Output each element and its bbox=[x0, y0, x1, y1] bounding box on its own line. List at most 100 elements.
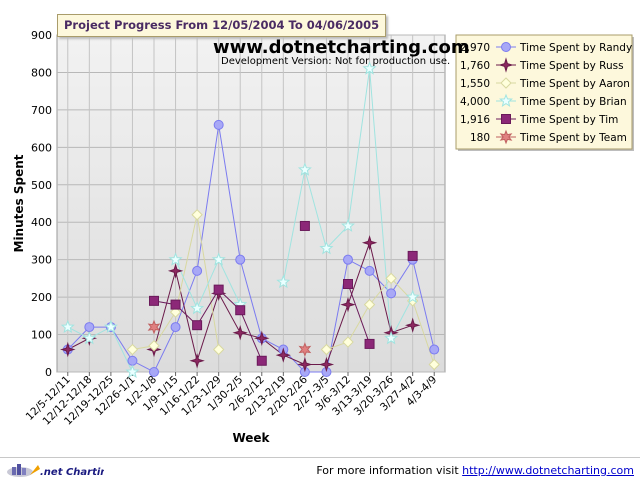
legend-label: Time Spent by Team bbox=[519, 132, 627, 144]
legend-marker bbox=[499, 93, 513, 108]
legend-label: Time Spent by Russ bbox=[519, 60, 624, 72]
data-point bbox=[189, 353, 205, 369]
data-point bbox=[192, 320, 203, 331]
data-point bbox=[343, 279, 353, 290]
data-point bbox=[385, 272, 397, 285]
data-point bbox=[235, 254, 246, 265]
data-point bbox=[213, 284, 224, 295]
legend-total: 180 bbox=[470, 132, 490, 144]
legend-label: Time Spent by Tim bbox=[519, 114, 618, 126]
footer-logo: .net Charting bbox=[4, 461, 104, 479]
legend-label: Time Spent by Aaron bbox=[519, 78, 630, 90]
y-tick-label: 500 bbox=[31, 179, 52, 192]
data-point bbox=[191, 209, 203, 221]
data-point bbox=[60, 341, 76, 358]
y-tick-label: 0 bbox=[45, 366, 52, 379]
data-point bbox=[320, 343, 333, 356]
series-group bbox=[60, 61, 440, 379]
data-point bbox=[147, 319, 161, 335]
data-point bbox=[254, 330, 270, 347]
y-tick-label: 300 bbox=[31, 254, 52, 267]
legend-marker bbox=[501, 42, 511, 52]
dotnetcharting-logo-icon: .net Charting bbox=[7, 464, 104, 478]
legend-marker bbox=[499, 129, 513, 145]
series-line bbox=[347, 283, 371, 345]
data-point bbox=[126, 343, 139, 356]
y-tick-label: 600 bbox=[31, 141, 52, 154]
watermark-dev-note: Development Version: Not for production … bbox=[221, 56, 451, 67]
legend-label: Time Spent by Brian bbox=[519, 96, 627, 108]
plot-background bbox=[56, 34, 446, 373]
data-point bbox=[363, 298, 376, 311]
legend-total: 1,550 bbox=[460, 78, 490, 90]
footer-info-link[interactable]: http://www.dotnetcharting.com bbox=[462, 464, 634, 477]
series-line bbox=[67, 326, 133, 373]
data-point bbox=[299, 220, 310, 231]
data-point bbox=[298, 342, 312, 357]
data-point bbox=[170, 299, 181, 310]
legend-label: Time Spent by Randy bbox=[519, 42, 632, 54]
footer-divider bbox=[0, 457, 640, 458]
data-point bbox=[232, 324, 248, 341]
data-point bbox=[170, 322, 181, 333]
footer-info: For more information visit http://www.do… bbox=[316, 464, 634, 477]
footer-info-prefix: For more information visit bbox=[316, 464, 459, 477]
data-point bbox=[275, 347, 291, 363]
y-axis-title: Minutes Spent bbox=[12, 154, 26, 252]
data-point bbox=[318, 356, 335, 373]
data-point bbox=[235, 305, 246, 316]
data-point bbox=[319, 241, 334, 255]
legend-total: 1,760 bbox=[460, 60, 490, 72]
legend-marker bbox=[501, 114, 511, 124]
data-point bbox=[405, 289, 420, 304]
y-tick-label: 100 bbox=[31, 329, 52, 342]
data-point bbox=[361, 235, 378, 251]
data-point bbox=[364, 265, 375, 276]
data-point bbox=[429, 344, 440, 355]
data-point bbox=[127, 355, 138, 366]
series-line bbox=[175, 258, 241, 310]
data-point bbox=[168, 252, 183, 266]
data-point bbox=[342, 336, 354, 348]
data-point bbox=[148, 340, 160, 352]
legend-total: 2,970 bbox=[460, 42, 490, 54]
data-point bbox=[404, 317, 421, 333]
data-point bbox=[190, 300, 205, 315]
y-tick-label: 800 bbox=[31, 66, 52, 79]
data-point bbox=[343, 254, 353, 265]
data-point bbox=[84, 322, 95, 333]
data-point bbox=[297, 356, 313, 373]
data-point bbox=[60, 319, 75, 333]
data-point bbox=[362, 61, 377, 75]
legend-total: 1,916 bbox=[460, 114, 490, 126]
x-axis-title: Week bbox=[232, 431, 270, 445]
legend: 2,970 Time Spent by Randy 1,760 Time Spent … bbox=[455, 34, 634, 151]
data-point bbox=[386, 288, 397, 299]
data-point bbox=[428, 358, 440, 371]
legend-total: 4,000 bbox=[460, 96, 490, 108]
data-point bbox=[103, 319, 118, 333]
data-point bbox=[149, 367, 159, 377]
data-point bbox=[149, 295, 159, 306]
series-line bbox=[67, 124, 435, 373]
data-point bbox=[340, 296, 356, 313]
data-point bbox=[213, 119, 224, 130]
data-point bbox=[211, 252, 226, 266]
legend-marker bbox=[500, 77, 512, 89]
data-point bbox=[192, 265, 203, 276]
chart-title: Project Progress From 12/05/2004 To 04/0… bbox=[57, 14, 387, 37]
watermark-brand: www.dotnetcharting.com bbox=[213, 37, 470, 58]
data-point bbox=[276, 274, 291, 289]
data-point bbox=[364, 338, 375, 349]
data-point bbox=[297, 162, 312, 176]
data-point bbox=[125, 364, 140, 379]
data-point bbox=[384, 330, 399, 345]
y-tick-label: 700 bbox=[31, 104, 52, 117]
data-point bbox=[256, 355, 267, 366]
y-tick-label: 200 bbox=[31, 291, 52, 304]
footer-logo-text: .net Charting bbox=[40, 467, 104, 478]
data-point bbox=[167, 263, 184, 279]
y-tick-label: 900 bbox=[31, 29, 52, 42]
legend-box bbox=[455, 34, 633, 150]
